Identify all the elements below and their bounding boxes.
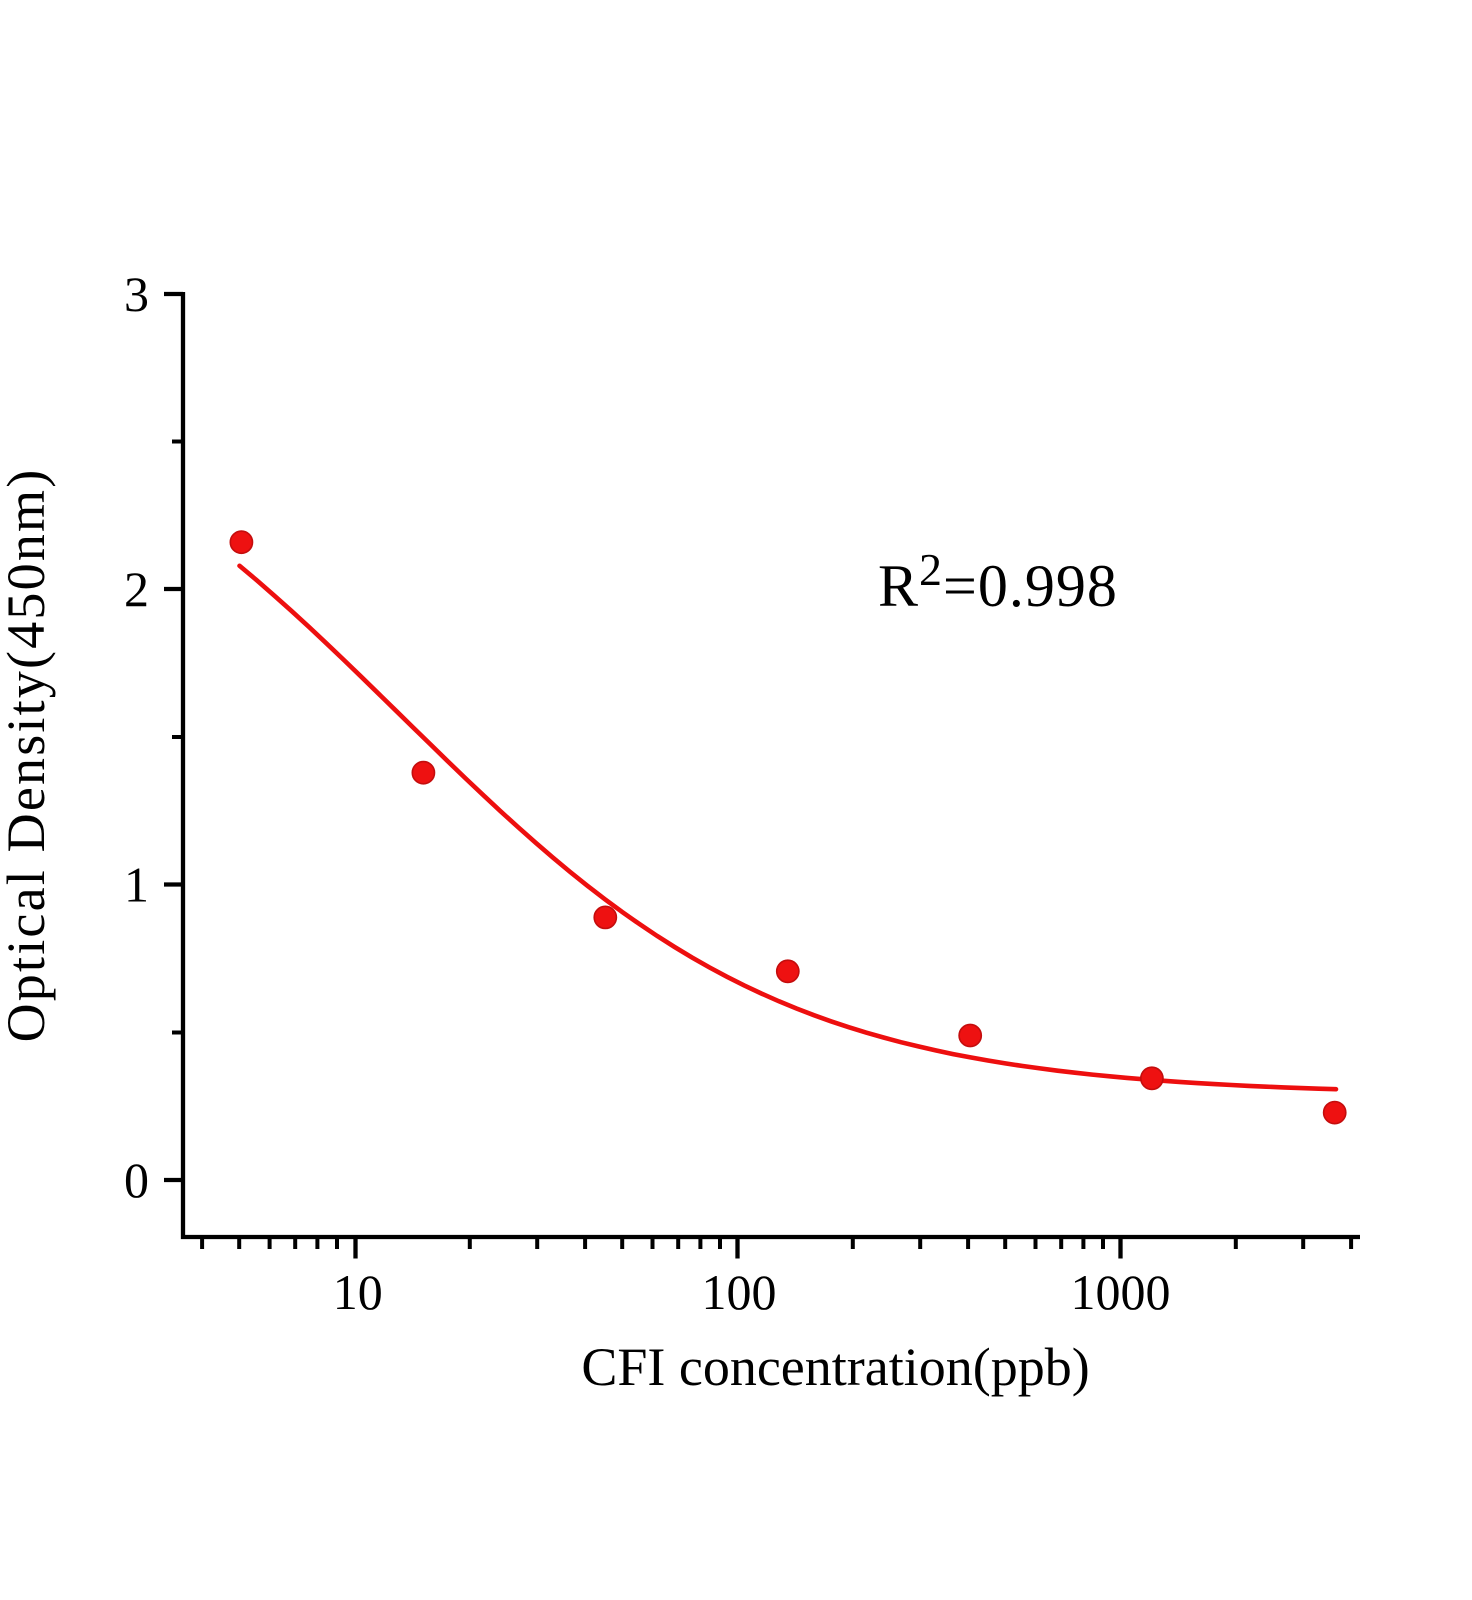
svg-text:1000: 1000 (1071, 1264, 1171, 1320)
svg-text:100: 100 (702, 1264, 777, 1320)
svg-text:3: 3 (124, 266, 149, 322)
svg-text:Optical Density(450nm): Optical Density(450nm) (0, 468, 56, 1043)
svg-text:0: 0 (124, 1152, 149, 1208)
svg-text:2: 2 (124, 561, 149, 617)
svg-text:10: 10 (333, 1264, 383, 1320)
svg-text:CFI concentration(ppb): CFI concentration(ppb) (581, 1337, 1089, 1397)
svg-text:1: 1 (124, 857, 149, 913)
svg-text:R2=0.998: R2=0.998 (878, 544, 1118, 619)
